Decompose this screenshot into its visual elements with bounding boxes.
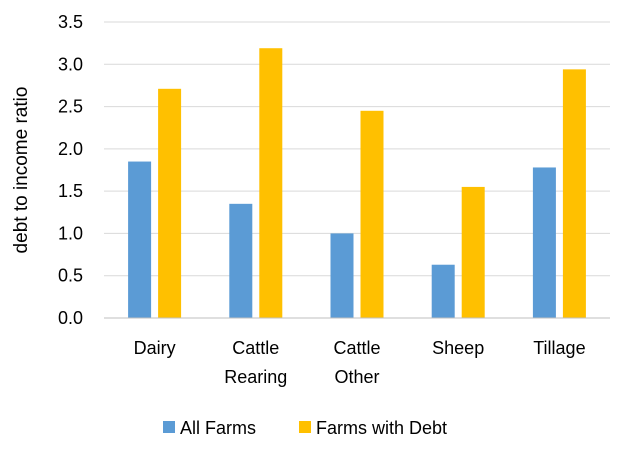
y-tick-label: 2.0 xyxy=(58,139,83,159)
legend-swatch xyxy=(299,421,311,433)
y-tick-label: 3.5 xyxy=(58,12,83,32)
x-tick-label: Sheep xyxy=(432,338,484,358)
x-tick-label: Rearing xyxy=(224,367,287,387)
bars xyxy=(128,48,586,319)
bar-farms-with-debt xyxy=(461,186,485,318)
y-tick-label: 1.5 xyxy=(58,181,83,201)
y-tick-label: 1.0 xyxy=(58,223,83,243)
x-tick-label: Other xyxy=(334,367,379,387)
bar-farms-with-debt xyxy=(158,88,182,318)
y-tick-label: 0.0 xyxy=(58,308,83,328)
legend-label: All Farms xyxy=(180,418,256,438)
x-tick-label: Dairy xyxy=(134,338,176,358)
bar-all-farms xyxy=(330,233,354,318)
legend-label: Farms with Debt xyxy=(316,418,447,438)
bar-farms-with-debt xyxy=(562,69,586,318)
legend-swatch xyxy=(163,421,175,433)
y-axis-label: debt to income ratio xyxy=(11,87,32,254)
bar-all-farms xyxy=(229,203,253,318)
y-tick-label: 3.0 xyxy=(58,54,83,74)
x-tick-label: Cattle xyxy=(333,338,380,358)
x-tick-label: Cattle xyxy=(232,338,279,358)
bar-farms-with-debt xyxy=(360,110,384,318)
bar-all-farms xyxy=(431,264,455,318)
y-tick-label: 0.5 xyxy=(58,266,83,286)
axes: 0.0 0.5 1.0 1.5 2.0 2.5 3.0 3.5 Dairy Cattle Reari… xyxy=(58,12,610,387)
y-tick-label: 2.5 xyxy=(58,97,83,117)
bar-all-farms xyxy=(532,167,556,318)
x-tick-label: Tillage xyxy=(533,338,585,358)
bar-farms-with-debt xyxy=(259,48,283,319)
gridlines xyxy=(104,21,610,277)
bar-all-farms xyxy=(128,161,152,318)
legend: All Farms Farms with Debt xyxy=(163,418,447,438)
